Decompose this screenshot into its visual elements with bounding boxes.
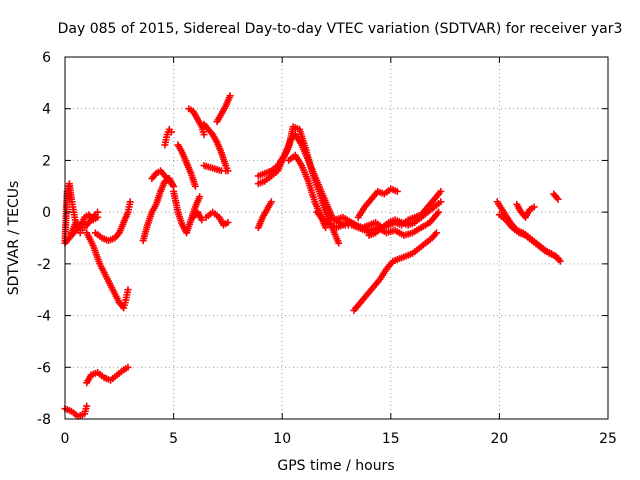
x-tick-label: 25 [599, 431, 617, 447]
y-tick-label: 0 [42, 205, 51, 221]
data-point [435, 208, 443, 216]
data-point [198, 216, 206, 224]
data-point [200, 131, 208, 139]
data-point [224, 218, 232, 226]
data-point [167, 128, 175, 136]
x-tick-label: 15 [382, 431, 400, 447]
data-point [437, 198, 445, 206]
x-tick-label: 5 [169, 431, 178, 447]
plot-frame [64, 56, 609, 420]
y-tick-label: 6 [42, 50, 51, 66]
data-point [222, 167, 230, 175]
data-markers [61, 92, 564, 420]
data-point [124, 363, 132, 371]
chart-title: Day 085 of 2015, Sidereal Day-to-day VTE… [58, 21, 623, 37]
data-point [437, 187, 445, 195]
data-point [124, 286, 132, 294]
y-tick-label: -8 [37, 412, 51, 428]
y-tick-label: -6 [37, 360, 51, 376]
grid-lines [65, 57, 608, 419]
data-point [83, 402, 91, 410]
data-point [226, 92, 234, 100]
data-point [393, 187, 401, 195]
y-tick-label: 4 [42, 102, 51, 118]
data-point [335, 239, 343, 247]
x-axis-label: GPS time / hours [277, 458, 394, 474]
data-point [322, 224, 330, 232]
y-tick-label: -2 [37, 257, 51, 273]
y-axis-label: SDTVAR / TECUs [6, 181, 22, 296]
axis-ticks: 0 5 10 15 20 25 -8 -6 -4 -2 0 2 4 6 [37, 50, 617, 447]
y-tick-label: 2 [42, 153, 51, 169]
data-point [554, 195, 562, 203]
x-tick-label: 10 [273, 431, 291, 447]
data-point [196, 193, 204, 201]
data-point [267, 198, 275, 206]
data-point [94, 213, 102, 221]
y-tick-label: -4 [37, 309, 51, 325]
x-tick-label: 0 [61, 431, 70, 447]
data-point [432, 229, 440, 237]
x-tick-label: 20 [490, 431, 508, 447]
data-point [126, 198, 134, 206]
data-point [530, 203, 538, 211]
data-point [191, 182, 199, 190]
data-point [554, 255, 562, 263]
